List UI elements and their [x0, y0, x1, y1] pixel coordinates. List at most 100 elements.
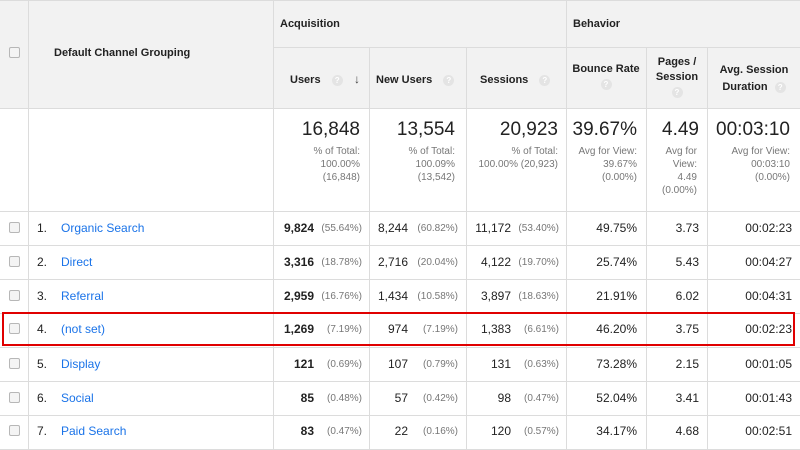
users-value: 2,959: [283, 289, 314, 303]
avg-bounce-rate: 39.67%: [572, 119, 637, 140]
total-users: 16,848: [301, 119, 360, 140]
users-value: 85: [300, 391, 314, 405]
sessions-value: 98: [497, 391, 511, 405]
pages-session-value: 4.68: [675, 424, 699, 438]
pages-session-value: 5.43: [675, 255, 699, 269]
table-header: [0, 0, 800, 108]
users-percent: (16.76%): [321, 291, 362, 302]
channel-link[interactable]: Referral: [61, 289, 104, 303]
acquisition-group-header: Acquisition: [280, 18, 340, 30]
total-new-users-detail: % of Total: 100.09% (13,542): [408, 146, 455, 183]
dimension-header[interactable]: Default Channel Grouping: [54, 47, 191, 59]
avg-session-duration-detail: Avg for View: 00:03:10 (0.00%): [731, 146, 790, 183]
select-all-checkbox[interactable]: [9, 47, 20, 58]
row-checkbox[interactable]: [9, 323, 20, 334]
row-checkbox[interactable]: [9, 358, 20, 369]
avg-session-duration: 00:03:10: [716, 119, 790, 140]
users-percent: (55.64%): [321, 223, 362, 234]
channel-link[interactable]: Direct: [61, 255, 93, 269]
pages-session-column-header[interactable]: Pages / Session ?: [655, 56, 699, 98]
users-percent: (0.47%): [326, 426, 362, 437]
bounce-rate-value: 49.75%: [596, 221, 637, 235]
row-number: 5.: [37, 357, 48, 371]
channel-link[interactable]: Organic Search: [61, 221, 145, 235]
total-users-detail: % of Total: 100.00% (16,848): [313, 146, 360, 183]
help-icon[interactable]: ?: [774, 81, 786, 93]
new-users-percent: (20.04%): [417, 257, 458, 268]
help-icon[interactable]: ?: [671, 86, 683, 98]
users-value: 3,316: [283, 255, 314, 269]
help-icon[interactable]: ?: [539, 74, 551, 86]
bounce-rate-value: 46.20%: [596, 322, 637, 336]
total-new-users: 13,554: [396, 119, 455, 140]
sessions-percent: (0.57%): [523, 426, 559, 437]
sessions-value: 1,383: [480, 322, 511, 336]
bounce-rate-column-header[interactable]: Bounce Rate ?: [572, 63, 640, 90]
row-checkbox[interactable]: [9, 425, 20, 436]
new-users-value: 974: [387, 322, 408, 336]
users-column-header[interactable]: Users ?: [290, 73, 343, 88]
behavior-group-header: Behavior: [573, 18, 621, 30]
new-users-percent: (7.19%): [422, 324, 458, 335]
sessions-percent: (18.63%): [518, 291, 559, 302]
sessions-percent: (0.47%): [523, 393, 559, 404]
duration-value: 00:02:23: [745, 221, 792, 235]
pages-session-value: 3.41: [675, 391, 699, 405]
duration-value: 00:04:31: [745, 289, 792, 303]
pages-session-value: 6.02: [675, 289, 699, 303]
bounce-rate-value: 21.91%: [596, 289, 637, 303]
channel-link[interactable]: (not set): [61, 322, 106, 336]
total-sessions: 20,923: [499, 119, 558, 140]
bounce-rate-value: 73.28%: [596, 357, 637, 371]
users-value: 9,824: [283, 221, 314, 235]
avg-duration-column-header[interactable]: Avg. Session Duration ?: [719, 64, 789, 93]
row-number: 3.: [37, 289, 48, 303]
help-icon[interactable]: ?: [443, 74, 455, 86]
new-users-value: 57: [394, 391, 408, 405]
avg-bounce-rate-detail: Avg for View: 39.67% (0.00%): [578, 146, 637, 183]
sessions-percent: (19.70%): [518, 257, 559, 268]
help-icon[interactable]: ?: [331, 74, 343, 86]
new-users-column-header[interactable]: New Users ?: [376, 73, 455, 88]
row-checkbox[interactable]: [9, 290, 20, 301]
total-sessions-detail: % of Total: 100.00% (20,923): [478, 146, 558, 170]
new-users-value: 8,244: [377, 221, 408, 235]
channel-link[interactable]: Paid Search: [61, 424, 127, 438]
avg-pages-session: 4.49: [662, 119, 699, 140]
row-number: 6.: [37, 391, 48, 405]
help-icon[interactable]: ?: [600, 78, 612, 90]
sessions-value: 120: [490, 424, 511, 438]
new-users-percent: (0.42%): [422, 393, 458, 404]
users-percent: (7.19%): [326, 324, 362, 335]
bounce-rate-value: 34.17%: [596, 424, 637, 438]
users-value: 1,269: [283, 322, 314, 336]
row-checkbox[interactable]: [9, 392, 20, 403]
pages-session-value: 3.75: [675, 322, 699, 336]
bounce-rate-value: 25.74%: [596, 255, 637, 269]
channel-link[interactable]: Social: [61, 391, 94, 405]
bounce-rate-value: 52.04%: [596, 391, 637, 405]
sessions-value: 4,122: [480, 255, 511, 269]
new-users-value: 2,716: [377, 255, 408, 269]
sort-descending-icon[interactable]: ↓: [354, 72, 360, 86]
new-users-value: 107: [387, 357, 408, 371]
users-value: 83: [300, 424, 314, 438]
new-users-value: 1,434: [377, 289, 408, 303]
new-users-percent: (10.58%): [417, 291, 458, 302]
avg-pages-session-detail: Avg for View: 4.49 (0.00%): [661, 146, 697, 196]
duration-value: 00:02:23: [745, 322, 792, 336]
sessions-percent: (0.63%): [523, 359, 559, 370]
row-checkbox[interactable]: [9, 256, 20, 267]
users-percent: (0.69%): [326, 359, 362, 370]
channel-link[interactable]: Display: [61, 357, 101, 371]
duration-value: 00:01:43: [745, 391, 792, 405]
new-users-value: 22: [394, 424, 408, 438]
sessions-percent: (53.40%): [518, 223, 559, 234]
row-number: 7.: [37, 424, 48, 438]
pages-session-value: 3.73: [675, 221, 699, 235]
sessions-column-header[interactable]: Sessions ?: [480, 73, 551, 88]
row-checkbox[interactable]: [9, 222, 20, 233]
sessions-percent: (6.61%): [523, 324, 559, 335]
sessions-value: 131: [490, 357, 511, 371]
